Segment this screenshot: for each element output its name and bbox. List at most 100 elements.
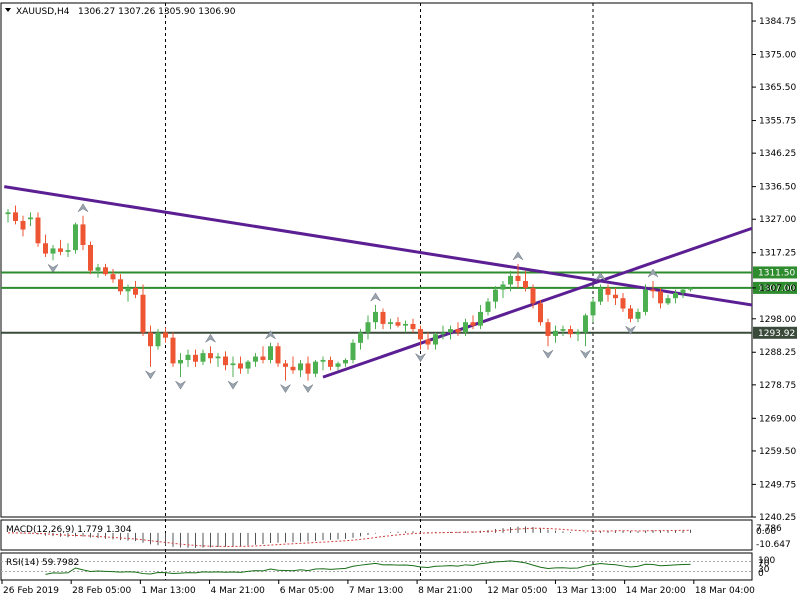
candle bbox=[590, 298, 596, 323]
macd-panel-frame bbox=[0, 519, 753, 551]
candle bbox=[635, 308, 641, 323]
candle-body bbox=[665, 298, 671, 304]
candle bbox=[530, 284, 536, 309]
time-tick-label: 13 Mar 13:00 bbox=[556, 586, 616, 596]
candle-body bbox=[118, 279, 123, 292]
trendline[interactable] bbox=[322, 216, 788, 379]
candle bbox=[380, 308, 386, 330]
price-tick-label: 1298.00 bbox=[759, 315, 796, 325]
candle-body bbox=[433, 334, 438, 345]
candle bbox=[125, 284, 131, 302]
candle bbox=[110, 269, 116, 283]
price-tick-label: 1384.75 bbox=[759, 17, 796, 27]
candle bbox=[148, 325, 153, 367]
candle-body bbox=[253, 356, 258, 362]
fractal-down-arrow bbox=[302, 384, 314, 394]
price-tick-label: 1288.25 bbox=[759, 348, 796, 358]
candle bbox=[260, 346, 266, 364]
time-tick-label: 26 Feb 2019 bbox=[3, 586, 59, 596]
candle-body bbox=[275, 346, 281, 364]
candle bbox=[515, 263, 521, 288]
candle bbox=[28, 212, 33, 227]
macd-signal-line bbox=[7, 527, 691, 547]
macd-label: MACD(12,26,9) 1.779 1.304 bbox=[6, 525, 132, 535]
candle bbox=[658, 287, 663, 309]
candle bbox=[448, 325, 453, 340]
candle bbox=[605, 284, 611, 302]
candle bbox=[313, 359, 318, 378]
candle-body bbox=[80, 224, 86, 245]
header-symbol: XAUUSD,H4 bbox=[16, 7, 70, 17]
candle bbox=[275, 342, 281, 367]
candle bbox=[433, 332, 438, 350]
candle-body bbox=[440, 332, 446, 335]
candle-body bbox=[215, 356, 221, 359]
candle bbox=[665, 294, 671, 306]
time-tick-label: 14 Mar 20:00 bbox=[626, 586, 686, 596]
macd-tick-max: 7.786 bbox=[756, 524, 782, 534]
time-tick-label: 8 Mar 21:00 bbox=[418, 586, 473, 596]
price-tick-label: 1249.75 bbox=[759, 480, 796, 490]
candle bbox=[598, 284, 603, 306]
time-tick-label: 7 Mar 13:00 bbox=[349, 586, 404, 596]
candle-body bbox=[568, 329, 573, 335]
fractal-arrows bbox=[47, 203, 659, 394]
candle-body bbox=[478, 311, 483, 326]
candle-body bbox=[200, 353, 206, 362]
candle-body bbox=[178, 359, 183, 364]
candle bbox=[208, 346, 213, 364]
price-tick-label: 1355.75 bbox=[759, 117, 796, 127]
rsi-line bbox=[45, 560, 691, 575]
candle-body bbox=[95, 267, 101, 271]
candle bbox=[373, 305, 378, 330]
fractal-down-arrow bbox=[580, 350, 591, 359]
candle bbox=[95, 263, 101, 278]
candle-body bbox=[163, 332, 168, 338]
candle-body bbox=[388, 322, 393, 324]
candle bbox=[613, 287, 618, 306]
candle bbox=[470, 315, 476, 330]
candle bbox=[155, 329, 161, 350]
rsi-lines bbox=[1, 560, 752, 575]
candle bbox=[508, 270, 513, 292]
candle bbox=[343, 358, 348, 367]
candle bbox=[298, 359, 303, 378]
candle-body bbox=[658, 291, 663, 304]
candle bbox=[643, 284, 648, 316]
candle-body bbox=[643, 289, 648, 312]
candle-body bbox=[170, 337, 176, 364]
candle-body bbox=[335, 363, 341, 367]
candle-body bbox=[508, 275, 513, 285]
fractal-up-arrow bbox=[370, 292, 381, 302]
fractal-down-arrow bbox=[145, 370, 156, 380]
candle-body bbox=[290, 366, 296, 371]
fractal-down-arrow bbox=[415, 353, 426, 363]
candle bbox=[650, 281, 656, 299]
price-tick-label: 1278.75 bbox=[759, 381, 796, 391]
candle-body bbox=[50, 248, 56, 254]
candle-body bbox=[598, 287, 603, 302]
price-tick-label: 1240.25 bbox=[759, 513, 796, 523]
symbol-dropdown-icon[interactable] bbox=[5, 8, 11, 12]
candle-body bbox=[298, 363, 303, 371]
candle-body bbox=[28, 217, 33, 220]
candle-body bbox=[650, 289, 656, 292]
macd-histogram bbox=[7, 526, 691, 548]
candle bbox=[245, 359, 251, 374]
candle-body bbox=[545, 322, 551, 336]
trendlines[interactable] bbox=[4, 185, 795, 379]
trendline[interactable] bbox=[4, 185, 795, 312]
horizontal-level-tag bbox=[753, 281, 797, 294]
candle bbox=[575, 329, 581, 342]
fractal-down-arrow bbox=[625, 325, 636, 335]
candle-body bbox=[605, 287, 611, 295]
candle bbox=[545, 318, 551, 347]
candle-body bbox=[575, 332, 581, 335]
time-axis: 26 Feb 2019 28 Feb 05:00 1 Mar 13:00 4 Mar … bbox=[1, 580, 755, 596]
candle bbox=[628, 305, 633, 323]
fractal-up-arrow bbox=[77, 203, 89, 213]
candle-body bbox=[553, 330, 558, 336]
candle bbox=[485, 298, 491, 316]
